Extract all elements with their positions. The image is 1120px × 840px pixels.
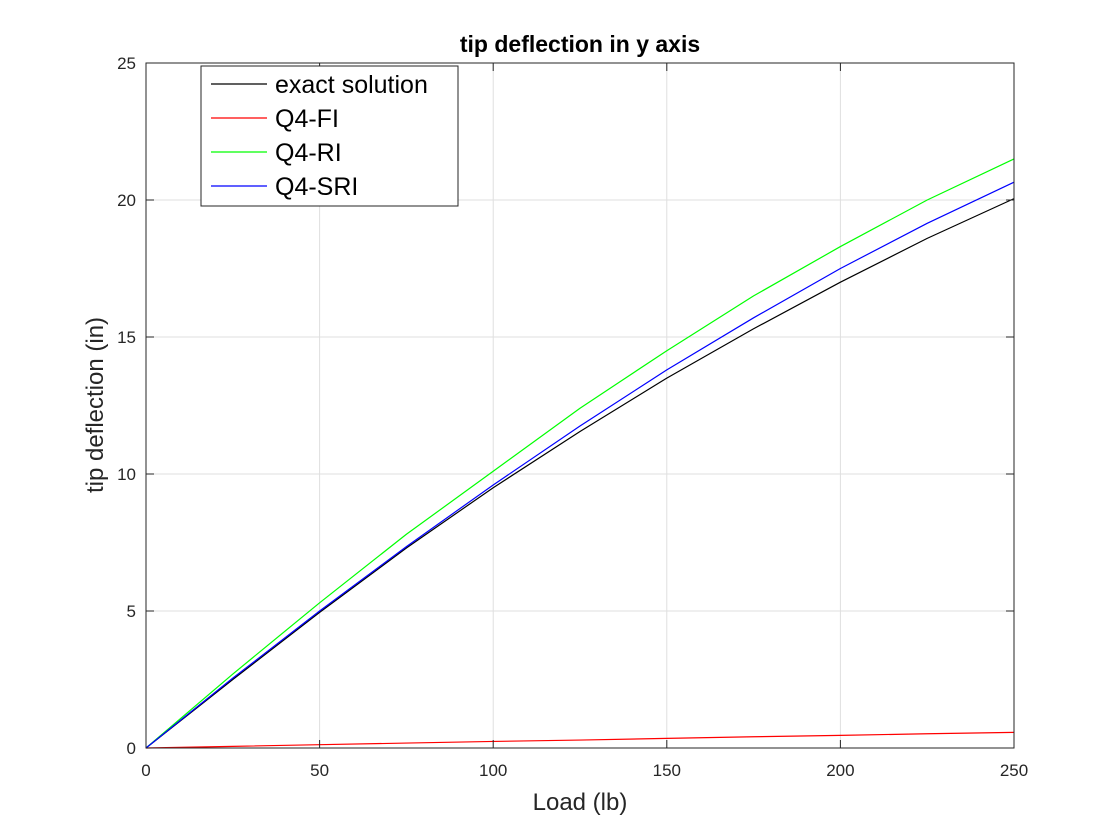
legend-entry-label: Q4-RI xyxy=(275,139,342,167)
axes-box xyxy=(145,62,1015,749)
chart-title: tip deflection in y axis xyxy=(460,31,700,57)
x-axis-label: Load (lb) xyxy=(533,789,628,816)
series-line-exact-solution xyxy=(145,198,1015,749)
legend-box xyxy=(200,65,459,207)
series-lines xyxy=(145,158,1015,749)
y-tick-label: 15 xyxy=(117,328,136,347)
x-tick-label: 200 xyxy=(826,761,854,780)
series-line-q4-fi xyxy=(145,731,1015,749)
y-tick-label: 25 xyxy=(117,54,136,73)
x-tick-label: 150 xyxy=(653,761,681,780)
y-tick-label: 0 xyxy=(127,739,136,758)
legend-entry-label: Q4-SRI xyxy=(275,173,358,201)
legend-entry-label: exact solution xyxy=(275,71,428,99)
series-line-q4-sri xyxy=(145,181,1015,749)
x-tick-label: 0 xyxy=(141,761,150,780)
series-line-q4-ri xyxy=(145,158,1015,749)
y-tick-label: 10 xyxy=(117,465,136,484)
axis-ticks: 0 50 100 150 200 250 0 5 10 15 20 25 xyxy=(117,54,1028,780)
x-tick-label: 250 xyxy=(1000,761,1028,780)
y-tick-label: 5 xyxy=(127,602,136,621)
legend-entry-label: Q4-FI xyxy=(275,105,339,133)
y-tick-label: 20 xyxy=(117,191,136,210)
x-tick-label: 50 xyxy=(310,761,329,780)
y-axis-label: tip deflection (in) xyxy=(82,317,109,493)
x-tick-label: 100 xyxy=(479,761,507,780)
legend: exact solution Q4-FI Q4-RI Q4-SRI xyxy=(200,65,459,207)
